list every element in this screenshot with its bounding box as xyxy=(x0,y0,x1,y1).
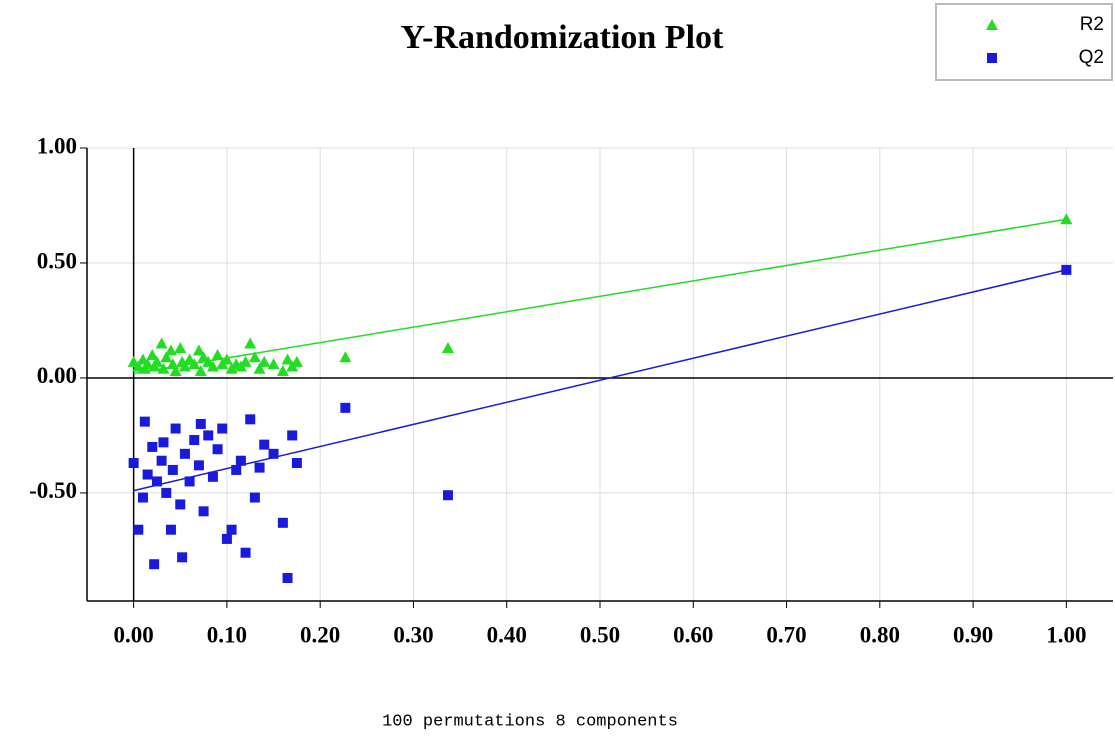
point xyxy=(220,353,233,365)
x-tick-label: 1.00 xyxy=(1046,622,1086,647)
point xyxy=(194,365,207,377)
point xyxy=(170,423,181,434)
point xyxy=(277,517,288,528)
point xyxy=(276,365,289,377)
fit-line xyxy=(133,218,1067,375)
point xyxy=(175,499,186,510)
chart-title: Y-Randomization Plot xyxy=(401,19,724,56)
point xyxy=(1061,264,1072,275)
point xyxy=(248,351,261,363)
fit-line xyxy=(133,269,1067,492)
point xyxy=(281,353,294,365)
point xyxy=(179,448,190,459)
point xyxy=(157,362,170,374)
point xyxy=(146,348,159,360)
point xyxy=(147,441,158,452)
point xyxy=(231,464,242,475)
point xyxy=(226,524,237,535)
point xyxy=(169,365,182,377)
point xyxy=(442,490,453,501)
point xyxy=(155,337,168,349)
point xyxy=(141,358,154,370)
point xyxy=(239,355,252,367)
x-tick-label: 0.30 xyxy=(393,622,433,647)
footnote: 100 permutations 8 components xyxy=(382,712,678,731)
point xyxy=(156,455,167,466)
point xyxy=(132,360,145,372)
x-tick-label: 0.60 xyxy=(673,622,713,647)
point xyxy=(164,344,177,356)
x-tick-label: 0.50 xyxy=(580,622,620,647)
point xyxy=(150,355,163,367)
point xyxy=(240,547,251,558)
point xyxy=(1060,213,1073,225)
point xyxy=(258,355,271,367)
point xyxy=(178,360,191,372)
point xyxy=(291,458,302,469)
point xyxy=(207,471,218,482)
point xyxy=(133,524,144,535)
point xyxy=(151,476,162,487)
point xyxy=(189,435,200,446)
point xyxy=(267,358,280,370)
point xyxy=(193,460,204,471)
point xyxy=(282,573,293,584)
x-tick-label: 0.00 xyxy=(114,622,154,647)
point xyxy=(142,469,153,480)
point xyxy=(184,476,195,487)
legend-box xyxy=(935,3,1113,81)
point xyxy=(128,458,139,469)
point xyxy=(174,342,187,354)
point xyxy=(137,492,148,503)
point xyxy=(212,444,223,455)
point xyxy=(339,351,352,363)
point xyxy=(249,492,260,503)
point xyxy=(244,337,257,349)
y-tick-label: -0.50 xyxy=(29,478,77,503)
y-tick-label: 1.00 xyxy=(37,133,77,158)
x-tick-label: 0.90 xyxy=(953,622,993,647)
point xyxy=(198,506,209,517)
point xyxy=(254,462,265,473)
point xyxy=(158,437,169,448)
x-tick-label: 0.70 xyxy=(766,622,806,647)
legend-marker xyxy=(986,19,998,30)
point xyxy=(161,487,172,498)
point xyxy=(177,552,188,563)
x-tick-label: 0.20 xyxy=(300,622,340,647)
legend-marker xyxy=(987,53,997,63)
point xyxy=(290,355,303,367)
point xyxy=(287,430,298,441)
x-tick-label: 0.10 xyxy=(207,622,247,647)
point xyxy=(160,351,173,363)
y-tick-label: 0.00 xyxy=(37,363,77,388)
y-tick-label: 0.50 xyxy=(37,248,77,273)
point xyxy=(139,416,150,427)
point xyxy=(441,342,454,354)
legend-label: Q2 xyxy=(1079,47,1104,68)
point xyxy=(221,533,232,544)
point xyxy=(206,360,219,372)
x-tick-label: 0.80 xyxy=(860,622,900,647)
point xyxy=(203,430,214,441)
point xyxy=(195,418,206,429)
point xyxy=(165,524,176,535)
point xyxy=(192,344,205,356)
x-tick-label: 0.40 xyxy=(487,622,527,647)
point xyxy=(253,362,266,374)
point xyxy=(167,464,178,475)
legend-label: R2 xyxy=(1080,14,1104,35)
point xyxy=(235,455,246,466)
point xyxy=(259,439,270,450)
point xyxy=(188,358,201,370)
point xyxy=(217,423,228,434)
point xyxy=(245,414,256,425)
point xyxy=(268,448,279,459)
point xyxy=(211,348,224,360)
point xyxy=(340,402,351,413)
point xyxy=(149,559,160,570)
